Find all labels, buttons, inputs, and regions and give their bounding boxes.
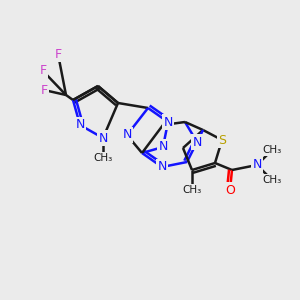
Text: F: F <box>39 64 46 77</box>
Text: S: S <box>218 134 226 146</box>
Text: CH₃: CH₃ <box>182 185 202 195</box>
Text: N: N <box>158 140 168 154</box>
Text: N: N <box>252 158 262 172</box>
Text: CH₃: CH₃ <box>262 145 282 155</box>
Text: CH₃: CH₃ <box>262 175 282 185</box>
Text: N: N <box>122 128 132 142</box>
Text: CH₃: CH₃ <box>93 153 112 163</box>
Text: N: N <box>163 116 173 128</box>
Text: N: N <box>98 131 108 145</box>
Text: F: F <box>54 47 61 61</box>
Text: N: N <box>192 136 202 148</box>
Text: N: N <box>157 160 167 173</box>
Text: O: O <box>225 184 235 196</box>
Text: N: N <box>75 118 85 131</box>
Text: F: F <box>40 83 48 97</box>
